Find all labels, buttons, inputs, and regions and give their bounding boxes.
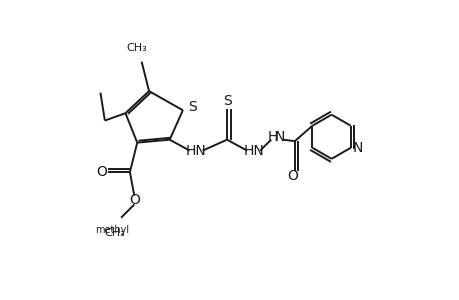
Text: O: O [129,193,140,207]
Text: H: H [267,130,277,144]
Text: CH₃: CH₃ [127,43,147,53]
Text: O: O [96,165,107,179]
Text: HN: HN [243,144,263,158]
Text: S: S [188,100,196,114]
Text: CH₃: CH₃ [104,228,125,238]
Text: O: O [286,169,297,184]
Text: methyl: methyl [95,225,129,235]
Text: N: N [352,141,363,155]
Text: S: S [222,94,231,108]
Text: HN: HN [185,144,206,158]
Text: N: N [274,130,284,144]
